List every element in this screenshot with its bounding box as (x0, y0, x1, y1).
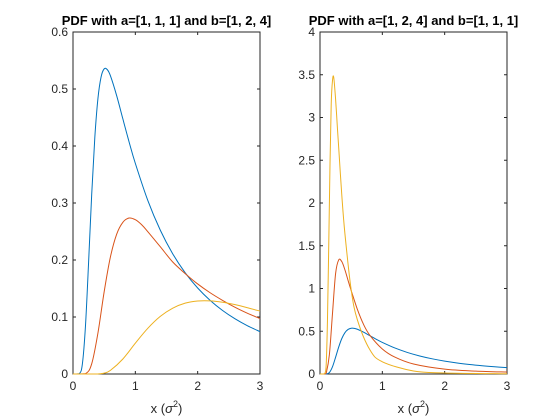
y-tick-label: 4 (308, 25, 315, 39)
y-tick-label: 0.4 (51, 139, 68, 153)
y-tick-label: 0.5 (51, 82, 68, 96)
y-tick-label: 2 (308, 196, 315, 210)
x-tick-label: 0 (70, 379, 77, 393)
y-tick-label: 3.5 (298, 68, 315, 82)
x-tick-label: 0 (317, 379, 324, 393)
right-curves (319, 75, 508, 375)
y-tick-label: 0.2 (51, 253, 68, 267)
right-title: PDF with a=[1, 2, 4] and b=[1, 1, 1] (309, 13, 519, 28)
right-ticks: 0 1 2 3 0 0.5 1 1.5 2 2.5 3 3.5 4 (298, 25, 510, 393)
pdf-curve-1 (319, 327, 508, 375)
pdf-curve-1 (72, 67, 261, 375)
left-axes: 0 1 2 3 0 0.1 0.2 0.3 0.4 0.5 0.6 PDF with a=[1, 1… (51, 13, 271, 416)
left-ticks: 0 1 2 3 0 0.1 0.2 0.3 0.4 0.5 0.6 (51, 25, 263, 393)
pdf-curve-2 (72, 217, 261, 375)
y-tick-label: 0 (61, 367, 68, 381)
y-tick-label: 0.3 (51, 196, 68, 210)
right-plot-area (319, 31, 508, 375)
y-tick-label: 0.1 (51, 310, 68, 324)
left-x-axis-label: x (σ2) (151, 399, 183, 416)
x-tick-label: 2 (194, 379, 201, 393)
x-tick-label: 1 (379, 379, 386, 393)
y-tick-label: 2.5 (298, 153, 315, 167)
left-title: PDF with a=[1, 1, 1] and b=[1, 2, 4] (62, 13, 272, 28)
x-tick-label: 3 (504, 379, 511, 393)
pdf-curve-3 (72, 300, 261, 375)
y-tick-label: 0.6 (51, 25, 68, 39)
left-curves (72, 67, 261, 375)
pdf-curve-3 (319, 75, 508, 375)
y-tick-label: 1.5 (298, 239, 315, 253)
y-tick-label: 0 (308, 367, 315, 381)
right-axes: 0 1 2 3 0 0.5 1 1.5 2 2.5 3 3.5 4 PDF with a=[1, 2, … (298, 13, 518, 416)
right-x-axis-label: x (σ2) (398, 399, 430, 416)
y-tick-label: 3 (308, 111, 315, 125)
y-tick-label: 0.5 (298, 324, 315, 338)
y-tick-label: 1 (308, 282, 315, 296)
x-tick-label: 2 (441, 379, 448, 393)
x-tick-label: 3 (257, 379, 264, 393)
x-tick-label: 1 (132, 379, 139, 393)
pdf-curve-2 (319, 258, 508, 375)
left-plot-area (72, 31, 261, 375)
